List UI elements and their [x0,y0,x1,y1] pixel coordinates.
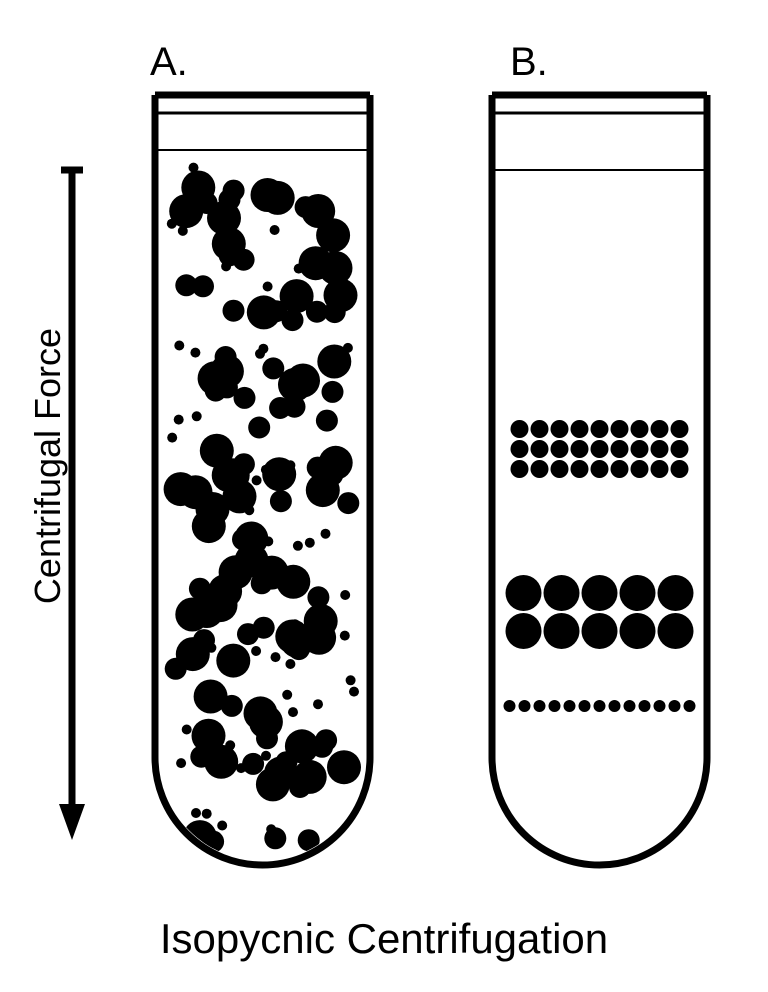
band-1-particle [582,575,618,611]
band-0-particle [591,460,609,478]
band-0-particle [511,420,529,438]
tube-b-contents [504,420,696,712]
band-2-particle [669,700,681,712]
band-0-particle [671,420,689,438]
band-0-particle [511,460,529,478]
arrow-head [59,804,85,840]
band-2-particle [579,700,591,712]
band-0-particle [591,420,609,438]
band-0-particle [551,440,569,458]
band-0-particle [611,420,629,438]
band-2-particle [519,700,531,712]
band-1-particle [506,575,542,611]
band-0-particle [651,440,669,458]
band-2-particle [504,700,516,712]
band-1-particle [582,613,618,649]
band-0-particle [531,460,549,478]
band-0-particle [631,460,649,478]
band-0-particle [571,440,589,458]
band-0-particle [591,440,609,458]
band-2-particle [684,700,696,712]
band-1-particle [658,613,694,649]
band-0-particle [671,440,689,458]
band-1-particle [620,575,656,611]
band-0-particle [531,440,549,458]
band-2-particle [564,700,576,712]
band-0-particle [511,440,529,458]
band-2-particle [624,700,636,712]
band-0-particle [551,460,569,478]
band-0-particle [571,420,589,438]
band-2-particle [549,700,561,712]
band-2-particle [654,700,666,712]
band-0-particle [531,420,549,438]
band-0-particle [631,420,649,438]
band-0-particle [651,420,669,438]
band-1-particle [620,613,656,649]
band-2-particle [594,700,606,712]
band-0-particle [631,440,649,458]
band-1-particle [506,613,542,649]
band-1-particle [544,613,580,649]
band-0-particle [611,460,629,478]
tube-a-contents [164,163,361,855]
band-0-particle [571,460,589,478]
band-0-particle [651,460,669,478]
tube-b-outline [492,95,707,865]
band-2-particle [609,700,621,712]
band-2-particle [639,700,651,712]
diagram-svg [0,0,768,992]
band-1-particle [544,575,580,611]
band-0-particle [671,460,689,478]
diagram-container: A. B. Centrifugal Force Isopycnic Centri… [0,0,768,992]
band-2-particle [534,700,546,712]
band-0-particle [611,440,629,458]
band-0-particle [551,420,569,438]
band-1-particle [658,575,694,611]
